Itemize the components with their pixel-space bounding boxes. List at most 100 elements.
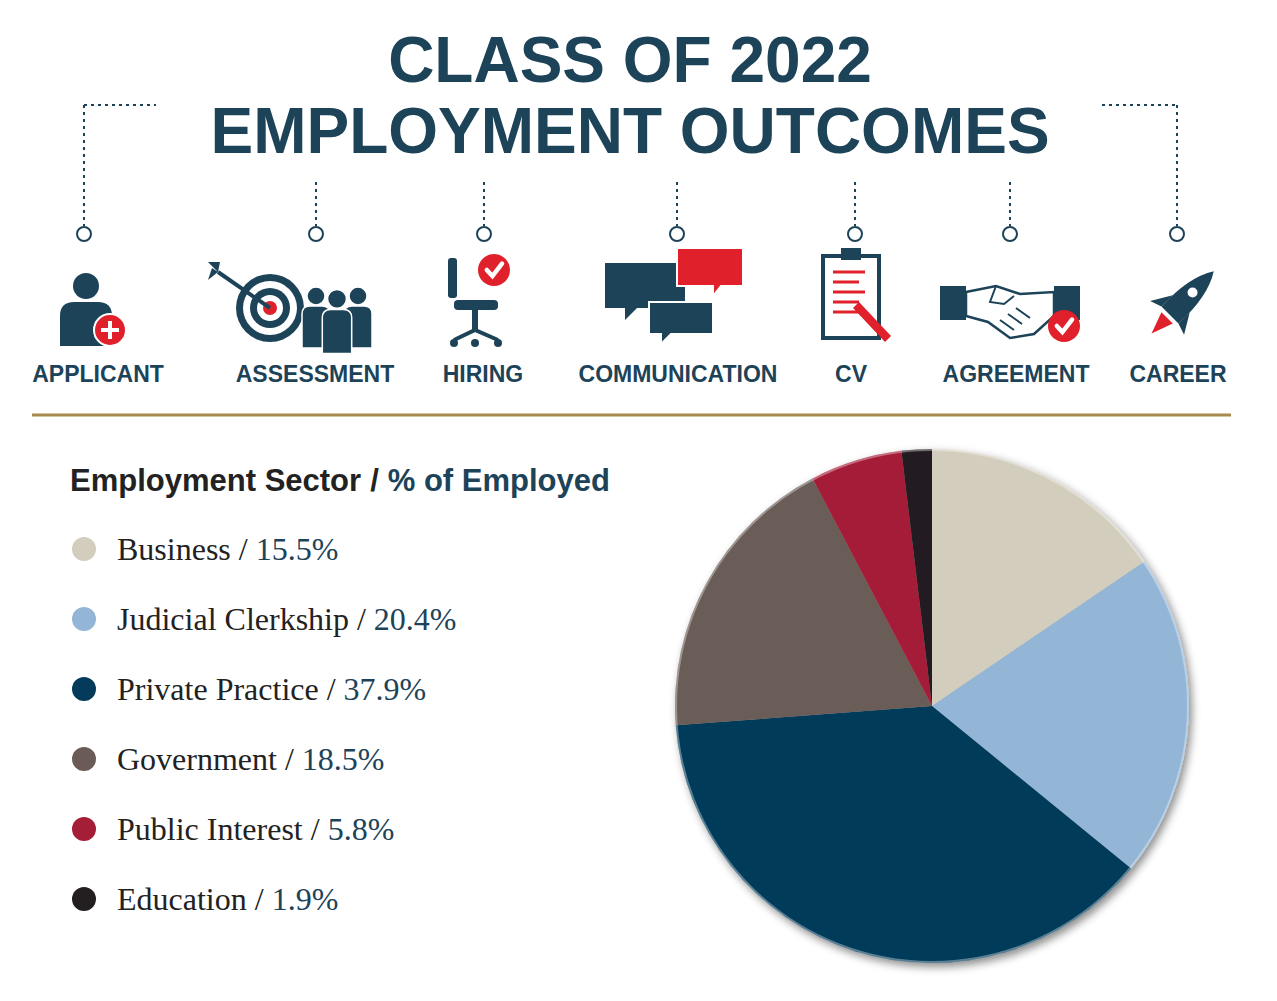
icon-part xyxy=(450,339,458,347)
legend-label: Private Practice xyxy=(117,671,319,707)
icon-part xyxy=(940,286,966,320)
steps: APPLICANTASSESSMENTHIRINGCOMMUNICATIONCV… xyxy=(32,248,1231,387)
legend-separator: / xyxy=(327,671,336,707)
icon-part xyxy=(328,289,347,308)
connector-node xyxy=(309,227,323,241)
step-label: CV xyxy=(835,361,868,387)
legend-header-name: Employment Sector xyxy=(70,463,361,498)
legend-value: 5.8% xyxy=(328,811,395,847)
legend-value: 1.9% xyxy=(272,881,339,917)
connectors xyxy=(77,105,1184,241)
legend: Business/15.5%Judicial Clerkship/20.4%Pr… xyxy=(72,531,457,917)
icon-part xyxy=(322,309,351,353)
connector-line xyxy=(1176,105,1178,226)
icon-part xyxy=(218,272,270,308)
legend-label: Government xyxy=(117,741,277,777)
icon-part xyxy=(478,254,510,286)
legend-separator: / xyxy=(239,531,248,567)
icon-part xyxy=(307,287,325,305)
legend-label: Education xyxy=(117,881,247,917)
step-label: COMMUNICATION xyxy=(579,361,778,387)
icon-part xyxy=(649,302,713,344)
legend-entry: Government/18.5% xyxy=(117,741,385,777)
connector-line xyxy=(1009,182,1011,226)
connector-line xyxy=(676,182,678,226)
legend-label: Judicial Clerkship xyxy=(117,601,349,637)
icon-part xyxy=(1146,312,1173,339)
icon-part xyxy=(101,321,119,339)
legend-separator: / xyxy=(357,601,366,637)
icon-part xyxy=(833,271,865,274)
icon-part xyxy=(677,248,743,296)
connector-line xyxy=(315,182,317,226)
icon-part xyxy=(1048,310,1080,342)
icon-part xyxy=(1135,254,1231,350)
legend-swatch xyxy=(72,607,96,631)
icon-part xyxy=(1161,263,1222,324)
icon-part xyxy=(841,248,861,260)
legend-entry: Education/1.9% xyxy=(117,881,338,917)
step-label: CAREER xyxy=(1129,361,1227,387)
step-icon xyxy=(208,262,372,354)
legend-header-value: % of Employed xyxy=(388,463,610,498)
legend-header-separator: / xyxy=(370,463,379,498)
icon-part xyxy=(454,300,498,310)
connector-line xyxy=(483,182,485,226)
connector-node xyxy=(77,227,91,241)
icon-part xyxy=(853,302,891,342)
legend-label: Business xyxy=(117,531,231,567)
step-label: AGREEMENT xyxy=(943,361,1090,387)
legend-separator: / xyxy=(285,741,294,777)
icon-part xyxy=(208,262,220,280)
connector-node xyxy=(1003,227,1017,241)
divider xyxy=(32,414,1231,417)
legend-swatch xyxy=(72,747,96,771)
title: CLASS OF 2022EMPLOYMENT OUTCOMES xyxy=(210,24,1049,167)
legend-entry: Judicial Clerkship/20.4% xyxy=(117,601,457,637)
legend-entry: Private Practice/37.9% xyxy=(117,671,426,707)
icon-part xyxy=(966,286,1054,338)
connector-node xyxy=(670,227,684,241)
infographic: CLASS OF 2022EMPLOYMENT OUTCOMES APPLICAN… xyxy=(0,0,1277,1001)
legend-separator: / xyxy=(255,881,264,917)
step-icon xyxy=(940,286,1080,342)
legend-value: 37.9% xyxy=(344,671,427,707)
icon-part xyxy=(454,330,498,340)
legend-value: 20.4% xyxy=(374,601,457,637)
legend-swatch xyxy=(72,677,96,701)
legend-value: 15.5% xyxy=(256,531,339,567)
pie xyxy=(675,449,1189,963)
connector-node xyxy=(1170,227,1184,241)
step-icon xyxy=(605,248,743,344)
step-icon xyxy=(1135,254,1231,350)
icon-part xyxy=(73,273,99,299)
step-icon xyxy=(448,254,510,347)
legend-entry: Public Interest/5.8% xyxy=(117,811,394,847)
icon-part xyxy=(1185,285,1199,299)
pie-slices xyxy=(675,449,1189,963)
legend-label: Public Interest xyxy=(117,811,303,847)
icon-part xyxy=(990,286,1030,330)
icon-part xyxy=(1057,320,1072,332)
legend-header: Employment Sector / % of Employed xyxy=(70,463,610,498)
step-label: APPLICANT xyxy=(32,361,164,387)
legend-value: 18.5% xyxy=(302,741,385,777)
connector-node xyxy=(477,227,491,241)
icon-part xyxy=(494,339,502,347)
step-icon xyxy=(823,248,891,342)
icon-part xyxy=(349,287,367,305)
step-icon xyxy=(60,273,126,346)
legend-swatch xyxy=(72,817,96,841)
connector-node xyxy=(848,227,862,241)
step-label: ASSESSMENT xyxy=(236,361,394,387)
icon-part xyxy=(471,339,479,347)
legend-entry: Business/15.5% xyxy=(117,531,338,567)
legend-swatch xyxy=(72,537,96,561)
pie-rim xyxy=(676,450,1188,962)
icon-part xyxy=(94,314,126,346)
pie-slice xyxy=(676,706,1131,963)
pie-slice xyxy=(901,449,932,706)
connector-line xyxy=(84,104,156,106)
legend-swatch xyxy=(72,887,96,911)
icon-part xyxy=(487,264,502,276)
